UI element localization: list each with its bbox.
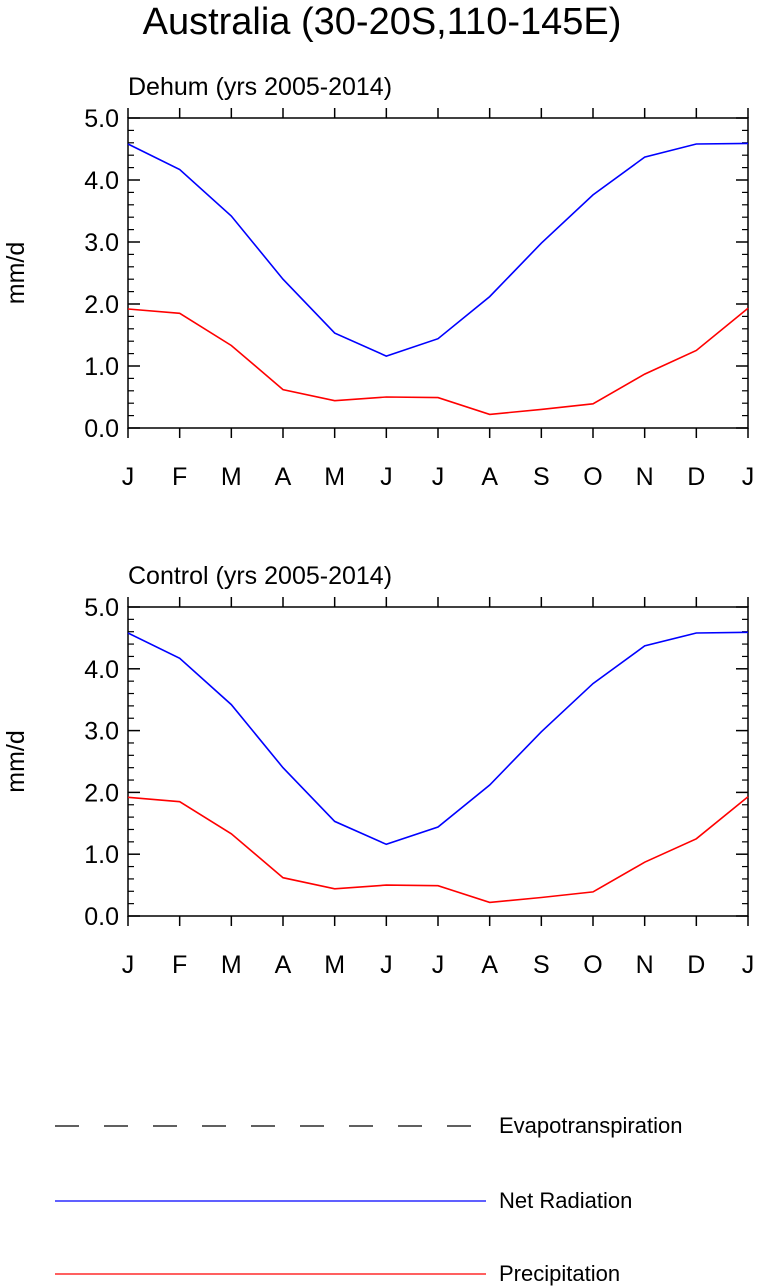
- x-tick-label: J: [380, 463, 393, 491]
- legend: Evapotranspiration Net Radiation Precipita…: [55, 1113, 682, 1286]
- x-tick-label: S: [533, 463, 550, 491]
- x-tick-label: A: [275, 951, 292, 979]
- x-tick-label: D: [687, 463, 705, 491]
- figure-title: Australia (30-20S,110-145E): [143, 1, 622, 43]
- legend-label: Evapotranspiration: [499, 1113, 682, 1138]
- y-tick-label: 0.0: [84, 903, 119, 931]
- x-tick-label: O: [583, 951, 602, 979]
- series-line-net-radiation: [127, 631, 749, 846]
- y-tick-label: 4.0: [84, 656, 119, 684]
- y-tick-label: 4.0: [84, 167, 119, 195]
- y-tick-label: 0.0: [84, 415, 119, 443]
- y-tick-label: 2.0: [84, 779, 119, 807]
- x-tick-label: N: [636, 951, 654, 979]
- x-tick-label: F: [172, 951, 187, 979]
- y-tick-label: 1.0: [84, 353, 119, 381]
- series-line-precipitation: [127, 307, 749, 416]
- x-tick-label: N: [636, 463, 654, 491]
- y-axis-label: mm/d: [2, 242, 30, 305]
- legend-item-net-radiation: Net Radiation: [55, 1188, 632, 1213]
- x-tick-label: J: [380, 951, 393, 979]
- y-tick-label: 1.0: [84, 841, 119, 869]
- panel-title: Control (yrs 2005-2014): [128, 562, 392, 590]
- x-tick-label: M: [324, 463, 345, 491]
- y-tick-label: 5.0: [84, 594, 119, 622]
- x-tick-label: D: [687, 951, 705, 979]
- chart-panels: Dehum (yrs 2005-2014) 0.0 1.0 2.0 3.0 4.0 5.0 J…: [2, 73, 754, 979]
- series-line-precipitation: [127, 796, 749, 904]
- x-tick-label: J: [742, 463, 755, 491]
- y-tick-label: 5.0: [84, 105, 119, 133]
- plot-frame: [127, 117, 749, 429]
- x-tick-label: J: [432, 463, 445, 491]
- x-tick-label: J: [122, 951, 135, 979]
- y-axis-label: mm/d: [2, 730, 30, 793]
- legend-item-evapotranspiration: Evapotranspiration: [55, 1113, 682, 1138]
- legend-label: Net Radiation: [499, 1188, 632, 1213]
- chart-panel-1: Dehum (yrs 2005-2014) 0.0 1.0 2.0 3.0 4.0 5.0 J…: [2, 73, 754, 491]
- x-tick-label: M: [221, 951, 242, 979]
- x-tick-label: M: [221, 463, 242, 491]
- plot-frame: [127, 606, 749, 917]
- panel-title: Dehum (yrs 2005-2014): [128, 73, 392, 101]
- x-tick-label: A: [481, 951, 498, 979]
- x-tick-label: A: [275, 463, 292, 491]
- x-tick-label: A: [481, 463, 498, 491]
- x-tick-label: J: [742, 951, 755, 979]
- y-tick-label: 2.0: [84, 291, 119, 319]
- legend-item-precipitation: Precipitation: [55, 1261, 620, 1286]
- x-tick-label: M: [324, 951, 345, 979]
- chart-panel-2: Control (yrs 2005-2014) 0.0 1.0 2.0 3.0 4.0 5.…: [2, 562, 754, 979]
- x-tick-label: J: [432, 951, 445, 979]
- legend-label: Precipitation: [499, 1261, 620, 1286]
- x-tick-label: J: [122, 463, 135, 491]
- x-tick-label: O: [583, 463, 602, 491]
- x-tick-label: F: [172, 463, 187, 491]
- x-tick-label: S: [533, 951, 550, 979]
- series-line-net-radiation: [127, 142, 749, 357]
- y-tick-label: 3.0: [84, 229, 119, 257]
- y-tick-label: 3.0: [84, 718, 119, 746]
